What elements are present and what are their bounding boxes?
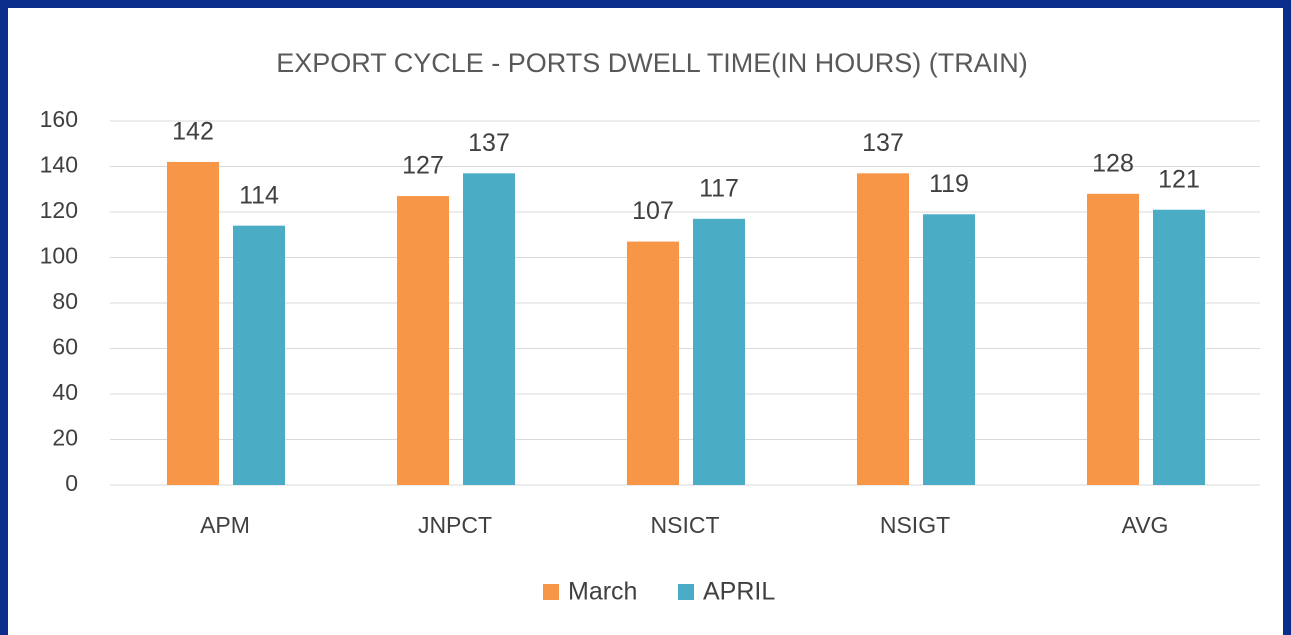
x-tick-label: NSIGT: [880, 512, 950, 538]
data-label: 119: [929, 170, 969, 198]
bar: [1153, 209, 1205, 485]
y-tick-label: 160: [40, 106, 78, 132]
y-tick-label: 0: [65, 470, 78, 496]
bar: [1087, 193, 1139, 486]
bar: [233, 225, 285, 485]
data-label: 128: [1092, 149, 1134, 177]
data-label: 137: [862, 129, 904, 157]
legend-label: March: [568, 578, 637, 606]
legend-swatch: [678, 584, 694, 600]
y-tick-label: 20: [52, 425, 78, 451]
x-tick-label: APM: [200, 512, 250, 538]
data-label: 137: [468, 129, 510, 157]
x-tick-label: AVG: [1122, 512, 1169, 538]
y-tick-label: 140: [40, 152, 78, 178]
y-tick-label: 100: [40, 243, 78, 269]
y-tick-label: 80: [52, 288, 78, 314]
data-label: 114: [239, 181, 279, 209]
legend-label: APRIL: [703, 578, 775, 606]
legend-swatch: [543, 584, 559, 600]
bar: [167, 161, 219, 485]
data-label: 117: [699, 174, 739, 202]
bar: [923, 214, 975, 485]
bar: [463, 173, 515, 485]
y-tick-label: 40: [52, 379, 78, 405]
bar: [627, 241, 679, 485]
chart-title: EXPORT CYCLE - PORTS DWELL TIME(IN HOURS…: [276, 48, 1028, 78]
data-label: 127: [402, 152, 444, 180]
data-label: 142: [172, 118, 214, 146]
y-tick-label: 60: [52, 334, 78, 360]
bar: [857, 173, 909, 485]
data-label: 121: [1158, 165, 1200, 193]
bar: [693, 218, 745, 485]
x-tick-label: NSICT: [651, 512, 720, 538]
y-tick-label: 120: [40, 197, 78, 223]
bar: [397, 196, 449, 485]
x-tick-label: JNPCT: [418, 512, 492, 538]
data-label: 107: [632, 197, 674, 225]
